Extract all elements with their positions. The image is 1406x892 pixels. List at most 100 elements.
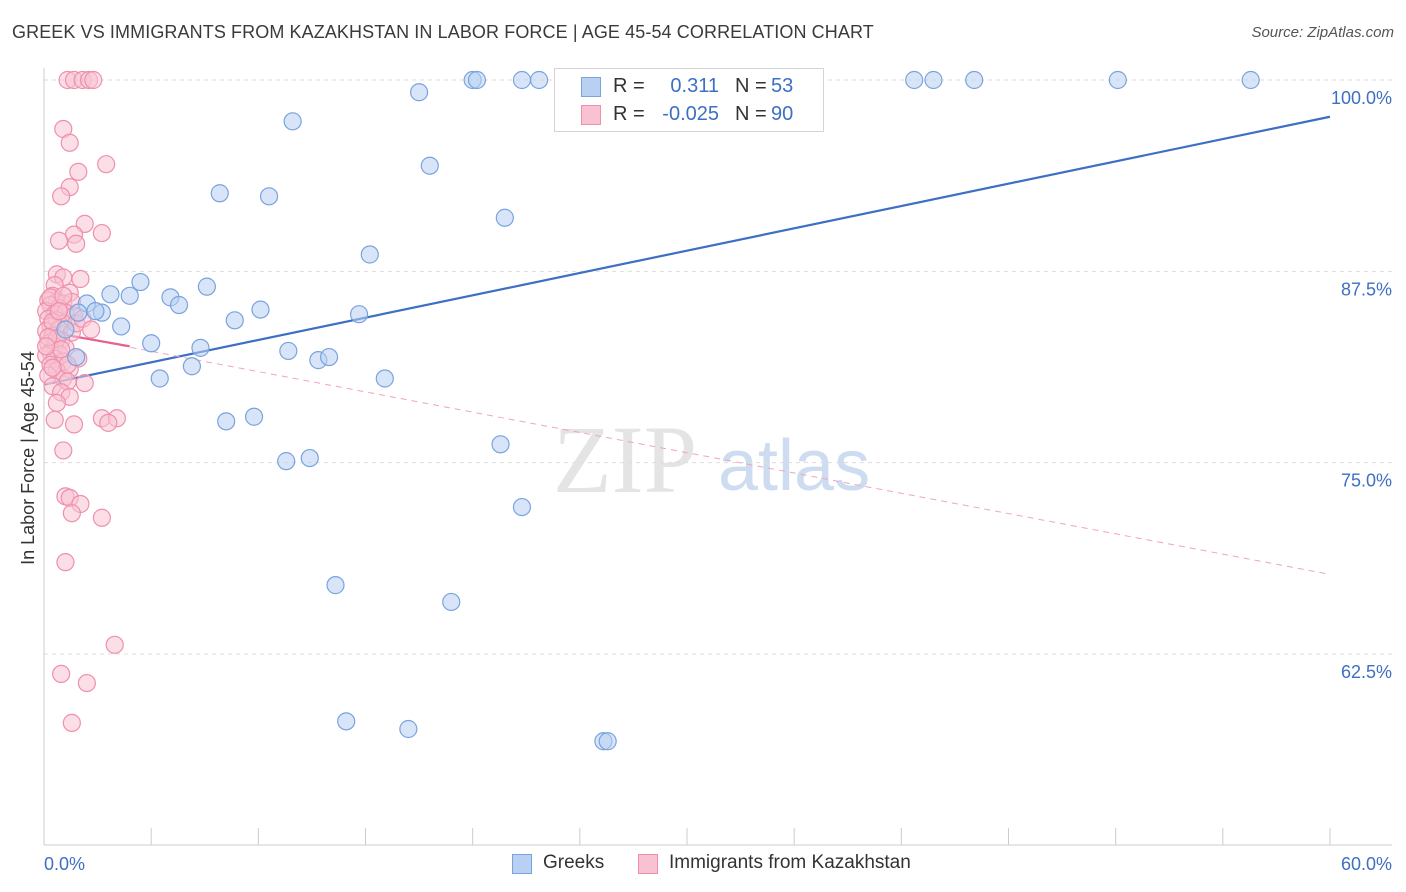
point-kazakhstan [52,664,71,683]
point-greeks [69,303,88,322]
point-greeks [225,311,244,330]
legend-swatch-kazakhstan [581,105,601,125]
watermark-zip: ZIP [553,406,697,513]
series-swatch-kazakhstan [638,854,658,874]
point-kazakhstan [69,162,88,181]
tick-labels: 100.0% 87.5% 75.0% 62.5% 0.0% 60.0% [44,88,1392,874]
point-greeks [279,341,298,361]
axes [43,68,1392,846]
point-kazakhstan [54,286,73,305]
point-greeks [191,338,210,357]
point-kazakhstan [52,187,71,206]
point-kazakhstan [92,223,111,243]
point-greeks [56,320,75,339]
point-kazakhstan [105,635,124,654]
y-tick-label: 87.5% [1341,279,1392,299]
point-kazakhstan [43,358,62,377]
series-label-kazakhstan: Immigrants from Kazakhstan [669,852,911,873]
point-kazakhstan [62,504,81,523]
series-swatch-greeks [512,854,532,874]
point-kazakhstan [67,234,86,253]
point-greeks [169,295,189,315]
point-kazakhstan [75,373,94,393]
point-greeks [512,70,532,90]
trend-line-kazakhstan-extended [43,330,1331,575]
y-tick-label: 75.0% [1341,471,1392,491]
point-greeks [300,448,319,468]
x-tick-label: 60.0% [1341,854,1392,874]
point-greeks [101,285,120,304]
point-greeks [217,412,236,431]
y-axis-label: In Labor Force | Age 45-54 [18,351,38,565]
point-greeks [965,70,984,90]
point-kazakhstan [56,553,75,572]
point-greeks [420,156,439,175]
point-greeks [495,208,514,227]
point-kazakhstan [62,713,81,732]
legend-r-value-greeks: 0.311 [670,75,719,97]
point-greeks [399,719,418,739]
series-legend: Greeks Immigrants from Kazakhstan [0,852,1406,878]
series-label-greeks: Greeks [543,852,605,873]
point-greeks [349,305,369,324]
watermark-atlas: atlas [718,426,870,506]
legend-n-label: N = [735,103,767,125]
trend-line-greeks [43,115,1331,386]
point-greeks [319,347,339,367]
point-kazakhstan [64,415,84,434]
y-tick-label: 62.5% [1341,662,1392,682]
chart-title: GREEK VS IMMIGRANTS FROM KAZAKHSTAN IN L… [12,22,874,42]
point-greeks [67,347,86,367]
point-greeks [360,245,379,264]
point-greeks [442,592,461,612]
point-kazakhstan [71,269,90,289]
watermark: ZIP atlas [553,406,870,513]
point-greeks [1241,70,1260,90]
point-kazakhstan [54,441,73,460]
legend-n-label: N = [735,75,767,97]
point-greeks [251,300,270,319]
point-greeks [337,712,356,731]
point-kazakhstan [84,70,103,90]
point-kazakhstan [37,337,56,356]
point-greeks [598,732,617,751]
point-greeks [375,369,394,388]
point-greeks [409,83,429,102]
legend-n-value-kazakhstan: 90 [771,103,794,125]
point-greeks [86,302,105,321]
point-greeks [326,576,345,595]
point-kazakhstan [49,302,69,321]
legend-r-value-kazakhstan: -0.025 [662,103,719,125]
legend-n-value-greeks: 53 [771,75,794,97]
point-kazakhstan [45,410,64,429]
data-points [37,70,1260,751]
point-greeks [277,452,296,471]
point-greeks [197,277,216,296]
point-kazakhstan [75,214,94,233]
point-kazakhstan [77,673,96,693]
legend-r-label: R = [613,75,645,97]
y-tick-label: 100.0% [1331,88,1392,108]
point-greeks [150,369,169,388]
legend-r-label: R = [613,103,645,125]
point-kazakhstan [99,413,118,432]
point-greeks [182,357,201,376]
point-greeks [131,272,150,292]
point-kazakhstan [49,231,69,250]
point-kazakhstan [82,320,101,339]
point-kazakhstan [92,508,111,527]
point-greeks [491,435,510,454]
point-kazakhstan [60,133,79,152]
correlation-legend: R = 0.311 N = 53 R = -0.025 N = 90 [554,68,824,132]
point-greeks [259,187,279,206]
point-greeks [283,112,302,131]
point-kazakhstan [47,393,66,413]
point-greeks [142,334,161,353]
point-greeks [512,497,532,517]
point-kazakhstan [97,155,116,174]
gridlines [44,79,1392,655]
point-greeks [924,70,943,90]
point-greeks [1108,70,1127,90]
point-greeks [244,407,264,426]
